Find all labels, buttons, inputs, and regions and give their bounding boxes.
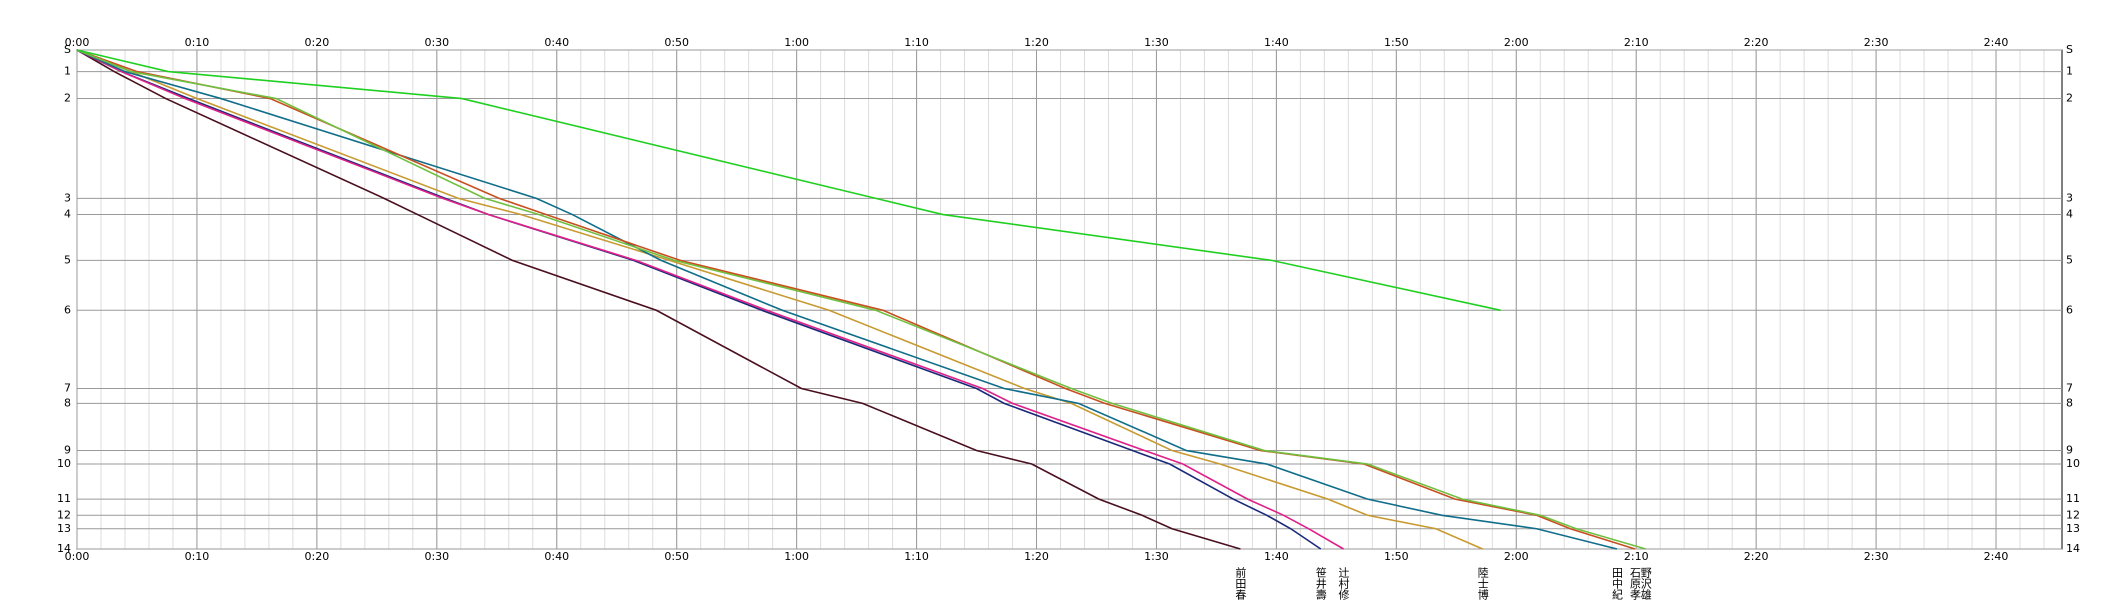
runner-name: 前田春 — [1234, 566, 1247, 600]
y-tick-label: 1 — [2066, 65, 2073, 78]
x-tick-label: 0:30 — [424, 550, 449, 563]
y-tick-label: 10 — [2066, 457, 2080, 470]
runner-name: 野沢雄 — [1639, 567, 1652, 600]
y-tick-label: 6 — [64, 303, 71, 316]
x-tick-label: 0:20 — [305, 36, 330, 49]
x-tick-label: 1:10 — [904, 36, 929, 49]
x-tick-label: 1:40 — [1264, 550, 1289, 563]
y-tick-label: 13 — [2066, 522, 2080, 535]
y-tick-label: 14 — [2066, 542, 2080, 555]
x-tick-label: 1:00 — [784, 550, 809, 563]
x-tick-label: 2:00 — [1504, 36, 1529, 49]
runner-name: 辻村修 — [1337, 566, 1350, 600]
series-line — [76, 49, 1484, 550]
x-tick-label: 2:30 — [1864, 550, 1889, 563]
x-tick-label: 2:10 — [1624, 550, 1649, 563]
x-tick-label: 0:40 — [544, 36, 569, 49]
x-tick-label: 0:10 — [185, 36, 210, 49]
x-tick-label: 0:00 — [65, 550, 90, 563]
x-tick-label: 1:20 — [1024, 550, 1049, 563]
x-tick-label: 1:50 — [1384, 36, 1409, 49]
y-tick-label: 8 — [64, 396, 71, 409]
y-tick-label: 8 — [2066, 396, 2073, 409]
x-tick-label: 0:20 — [305, 550, 330, 563]
y-tick-label: 12 — [2066, 508, 2080, 521]
x-tick-label: 1:10 — [904, 550, 929, 563]
y-tick-label: 2 — [64, 92, 71, 105]
y-tick-label: 3 — [64, 191, 71, 204]
x-tick-label: 1:20 — [1024, 36, 1049, 49]
y-tick-label: 10 — [57, 457, 71, 470]
x-tick-label: 2:10 — [1624, 36, 1649, 49]
y-tick-label: 7 — [64, 382, 71, 395]
runner-name: 陸士博 — [1476, 567, 1489, 600]
y-tick-label: 9 — [2066, 444, 2073, 457]
x-tick-label: 0:40 — [544, 550, 569, 563]
series-line — [76, 49, 1618, 550]
series-line — [76, 49, 1344, 550]
runner-name: 田中紀 — [1611, 567, 1624, 600]
x-tick-label: 1:40 — [1264, 36, 1289, 49]
y-tick-label: 5 — [2066, 253, 2073, 266]
y-tick-label: 6 — [2066, 303, 2073, 316]
x-tick-label: 0:00 — [65, 36, 90, 49]
y-tick-label: S — [64, 43, 71, 56]
y-tick-label: 11 — [57, 492, 71, 505]
y-tick-label: S — [2066, 43, 2073, 56]
x-tick-label: 2:40 — [1984, 36, 2009, 49]
series-line — [76, 49, 1647, 550]
y-tick-label: 1 — [64, 65, 71, 78]
x-tick-label: 1:00 — [784, 36, 809, 49]
y-tick-label: 7 — [2066, 382, 2073, 395]
y-tick-label: 4 — [64, 208, 71, 221]
y-tick-label: 3 — [2066, 191, 2073, 204]
y-tick-label: 12 — [57, 508, 71, 521]
series-line — [76, 49, 1241, 550]
x-tick-label: 0:30 — [424, 36, 449, 49]
plot-area — [76, 49, 2063, 550]
x-tick-label: 1:30 — [1144, 550, 1169, 563]
x-tick-label: 2:30 — [1864, 36, 1889, 49]
x-tick-label: 2:00 — [1504, 550, 1529, 563]
y-tick-label: 4 — [2066, 208, 2073, 221]
x-tick-label: 0:50 — [664, 550, 689, 563]
x-tick-label: 2:20 — [1744, 36, 1769, 49]
runner-name: 石原孝 — [1629, 567, 1642, 600]
x-tick-label: 0:50 — [664, 36, 689, 49]
y-tick-label: 11 — [2066, 492, 2080, 505]
y-tick-label: 14 — [57, 542, 71, 555]
x-tick-label: 0:10 — [185, 550, 210, 563]
x-tick-label: 2:40 — [1984, 550, 2009, 563]
y-tick-label: 2 — [2066, 92, 2073, 105]
x-tick-label: 1:50 — [1384, 550, 1409, 563]
series-line — [76, 49, 1322, 550]
series-line — [76, 49, 1501, 312]
x-tick-label: 1:30 — [1144, 36, 1169, 49]
y-tick-label: 9 — [64, 444, 71, 457]
runner-name: 笹井壽 — [1314, 567, 1327, 600]
x-tick-label: 2:20 — [1744, 550, 1769, 563]
y-tick-label: 5 — [64, 253, 71, 266]
y-tick-label: 13 — [57, 522, 71, 535]
